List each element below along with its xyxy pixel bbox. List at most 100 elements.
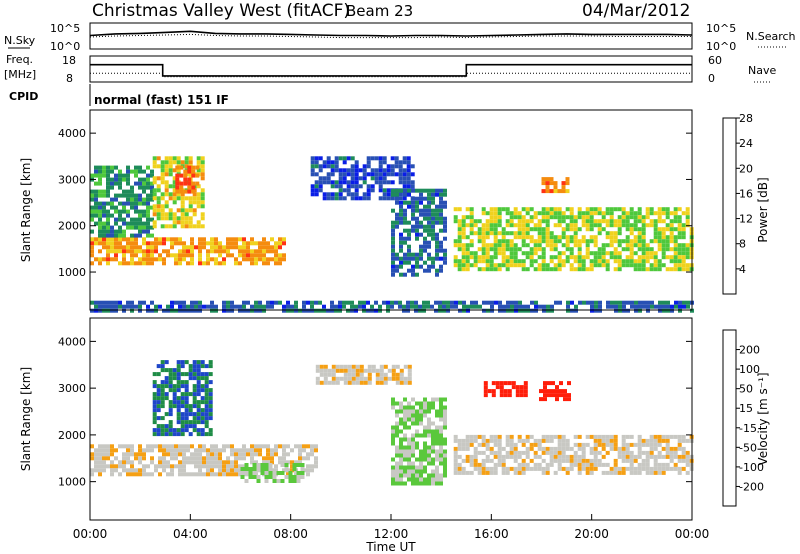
heatmap-cell [621, 446, 626, 451]
heatmap-cell [593, 434, 598, 439]
heatmap-cell [574, 304, 578, 309]
heatmap-cell [423, 204, 427, 209]
heatmap-cell [226, 468, 230, 473]
heatmap-cell [491, 381, 496, 386]
heatmap-cell [407, 441, 411, 446]
frequency-panel: Freq. [MHz] 18 8 60 0 Nave [4, 53, 776, 85]
heatmap-cell [513, 255, 518, 260]
heatmap-cell [549, 177, 554, 182]
heatmap-cell [567, 397, 571, 402]
heatmap-cell [214, 448, 218, 453]
heatmap-cell [473, 434, 478, 439]
heatmap-cell [431, 461, 435, 466]
heatmap-cell [90, 308, 94, 313]
heatmap-cell [402, 172, 407, 177]
heatmap-cell [585, 243, 590, 248]
heatmap-cell [310, 452, 314, 457]
heatmap-cell [315, 368, 320, 373]
heatmap-cell [184, 372, 189, 377]
heatmap-cell [196, 160, 201, 165]
heatmap-cell [234, 304, 238, 309]
heatmap-cell [601, 438, 606, 443]
heatmap-cell [355, 364, 360, 369]
heatmap-cell [150, 225, 154, 230]
heatmap-cell [637, 243, 642, 248]
heatmap-cell [625, 466, 630, 471]
heatmap-cell [501, 227, 506, 232]
heatmap-cell [645, 458, 650, 463]
heatmap-cell [685, 450, 690, 455]
heatmap-cell [545, 235, 550, 240]
heatmap-cell [172, 368, 177, 373]
heatmap-cell [450, 300, 454, 305]
heatmap-cell [395, 473, 399, 478]
heatmap-cell [543, 385, 547, 390]
heatmap-cell [323, 376, 328, 381]
heatmap-cell [358, 184, 363, 189]
heatmap-cell [677, 247, 682, 252]
heatmap-cell [565, 466, 570, 471]
heatmap-cell [481, 247, 486, 252]
heatmap-cell [673, 446, 678, 451]
heatmap-cell [581, 255, 586, 260]
heatmap-cell [191, 165, 196, 170]
heatmap-cell [200, 408, 205, 413]
heatmap-cell [183, 173, 188, 178]
heatmap-cell [573, 450, 578, 455]
heatmap-cell [453, 438, 458, 443]
heatmap-cell [191, 189, 196, 194]
heatmap-cell [314, 156, 319, 161]
heatmap-cell [525, 434, 530, 439]
heatmap-cell [427, 457, 431, 462]
heatmap-cell [553, 185, 558, 190]
heatmap-cell [493, 438, 498, 443]
heatmap-cell [411, 405, 415, 410]
heatmap-cell [621, 259, 626, 264]
heatmap-cell [106, 169, 110, 174]
heatmap-cell [94, 193, 98, 198]
heatmap-cell [214, 456, 218, 461]
heatmap-cell [354, 196, 359, 201]
heatmap-cell [310, 160, 315, 165]
heatmap-cell [673, 462, 678, 467]
heatmap-cell [649, 263, 654, 268]
heatmap-cell [310, 156, 315, 161]
heatmap-cell [146, 217, 150, 222]
heatmap-cell [162, 261, 166, 266]
heatmap-cell [254, 308, 258, 313]
heatmap-cell [210, 472, 214, 477]
heatmap-cell [154, 444, 158, 449]
heatmap-cell [431, 397, 435, 402]
heatmap-cell [176, 396, 181, 401]
heatmap-cell [258, 257, 262, 262]
heatmap-cell [282, 304, 286, 309]
heatmap-cell [326, 160, 331, 165]
heatmap-cell [130, 452, 134, 457]
heatmap-cell [589, 207, 594, 212]
heatmap-cell [158, 253, 162, 258]
heatmap-cell [152, 192, 157, 197]
heatmap-cell [178, 257, 182, 262]
heatmap-cell [443, 421, 447, 426]
heatmap-cell [342, 300, 346, 305]
heatmap-cell [501, 255, 506, 260]
heatmap-cell [462, 300, 466, 305]
heatmap-cell [537, 454, 542, 459]
heatmap-cell [134, 193, 138, 198]
heatmap-cell [254, 261, 258, 266]
heatmap-cell [569, 458, 574, 463]
heatmap-cell [609, 466, 614, 471]
heatmap-cell [218, 245, 222, 250]
heatmap-cell [210, 452, 214, 457]
heatmap-cell [386, 304, 390, 309]
heatmap-cell [686, 300, 690, 305]
heatmap-cell [278, 257, 282, 262]
heatmap-cell [98, 173, 102, 178]
heatmap-cell [230, 448, 234, 453]
heatmap-cell [391, 192, 395, 197]
heatmap-cell [182, 241, 186, 246]
heatmap-cell [545, 181, 550, 186]
heatmap-cell [653, 434, 658, 439]
heatmap-cell [637, 211, 642, 216]
heatmap-cell [342, 156, 347, 161]
